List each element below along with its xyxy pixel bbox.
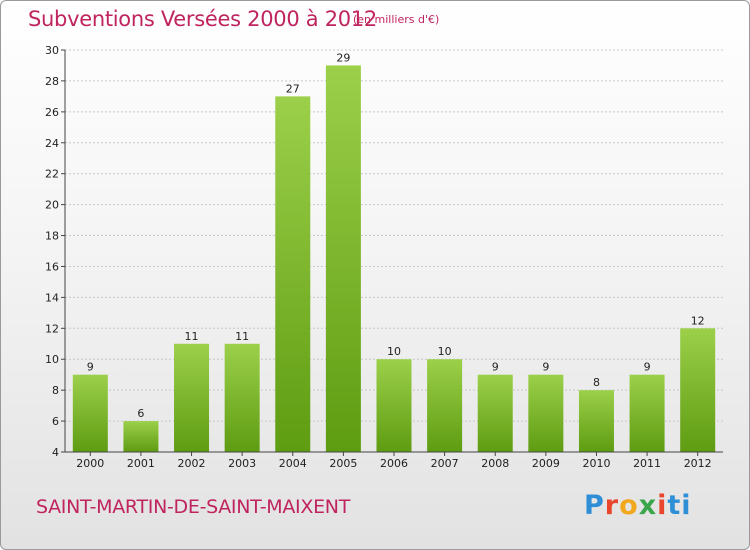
y-tick-label: 4 bbox=[52, 446, 59, 459]
data-label: 29 bbox=[336, 51, 350, 64]
chart-title: Subventions Versées 2000 à 2012 bbox=[28, 7, 377, 31]
proxiti-logo: Proxiti bbox=[584, 490, 692, 521]
logo-letter: r bbox=[604, 490, 620, 521]
y-tick-label: 14 bbox=[45, 291, 59, 304]
bar bbox=[72, 374, 108, 452]
x-tick-label: 2003 bbox=[228, 457, 256, 470]
x-tick-label: 2008 bbox=[481, 457, 509, 470]
data-label: 12 bbox=[691, 314, 705, 327]
data-label: 10 bbox=[387, 345, 401, 358]
y-tick-label: 22 bbox=[45, 168, 59, 181]
bar bbox=[123, 421, 159, 452]
y-tick-label: 24 bbox=[45, 137, 59, 150]
x-tick-label: 2010 bbox=[582, 457, 610, 470]
y-tick-label: 30 bbox=[45, 44, 59, 57]
bar bbox=[629, 374, 665, 452]
x-tick-label: 2012 bbox=[684, 457, 712, 470]
y-tick-label: 28 bbox=[45, 75, 59, 88]
x-tick-label: 2007 bbox=[431, 457, 459, 470]
x-tick-label: 2005 bbox=[329, 457, 357, 470]
logo-letter: ti bbox=[667, 490, 692, 521]
data-label: 8 bbox=[593, 376, 600, 389]
x-tick-label: 2001 bbox=[127, 457, 155, 470]
bar bbox=[275, 96, 311, 452]
bar bbox=[427, 359, 463, 452]
data-label: 9 bbox=[492, 361, 499, 374]
x-tick-label: 2004 bbox=[279, 457, 307, 470]
data-label: 9 bbox=[542, 361, 549, 374]
x-tick-label: 2002 bbox=[178, 457, 206, 470]
y-tick-label: 6 bbox=[52, 415, 59, 428]
bar bbox=[578, 390, 614, 452]
data-label: 11 bbox=[235, 330, 249, 343]
data-label: 6 bbox=[137, 407, 144, 420]
bar bbox=[325, 65, 361, 452]
bar bbox=[376, 359, 412, 452]
axes: 4 6 8 10 12 14 16 18 20 22 24 26 28 30 2000 2001 2002 200… bbox=[45, 44, 723, 470]
bar bbox=[174, 343, 210, 452]
data-label: 27 bbox=[286, 82, 300, 95]
data-label: 9 bbox=[87, 361, 94, 374]
bars-group: 9 6 11 11 27 29 10 10 9 9 8 9 12 bbox=[72, 51, 716, 452]
data-label: 10 bbox=[438, 345, 452, 358]
commune-name: SAINT-MARTIN-DE-SAINT-MAIXENT bbox=[36, 496, 351, 518]
y-tick-label: 10 bbox=[45, 353, 59, 366]
x-tick-label: 2006 bbox=[380, 457, 408, 470]
data-label: 9 bbox=[644, 361, 651, 374]
y-tick-label: 18 bbox=[45, 230, 59, 243]
bar bbox=[477, 374, 513, 452]
y-tick-label: 8 bbox=[52, 384, 59, 397]
x-tick-label: 2011 bbox=[633, 457, 661, 470]
bar bbox=[224, 343, 260, 452]
chart-subtitle: (en milliers d'€) bbox=[353, 13, 440, 26]
y-tick-label: 16 bbox=[45, 260, 59, 273]
x-tick-label: 2000 bbox=[76, 457, 104, 470]
y-tick-label: 12 bbox=[45, 322, 59, 335]
data-label: 11 bbox=[185, 330, 199, 343]
y-tick-label: 20 bbox=[45, 199, 59, 212]
logo-letter: P bbox=[584, 490, 605, 521]
logo-letter: o bbox=[619, 490, 639, 521]
x-tick-label: 2009 bbox=[532, 457, 560, 470]
logo-letter: i bbox=[657, 490, 668, 521]
y-tick-label: 26 bbox=[45, 106, 59, 119]
bar bbox=[680, 328, 716, 452]
bar bbox=[528, 374, 564, 452]
logo-letter: x bbox=[638, 490, 658, 521]
